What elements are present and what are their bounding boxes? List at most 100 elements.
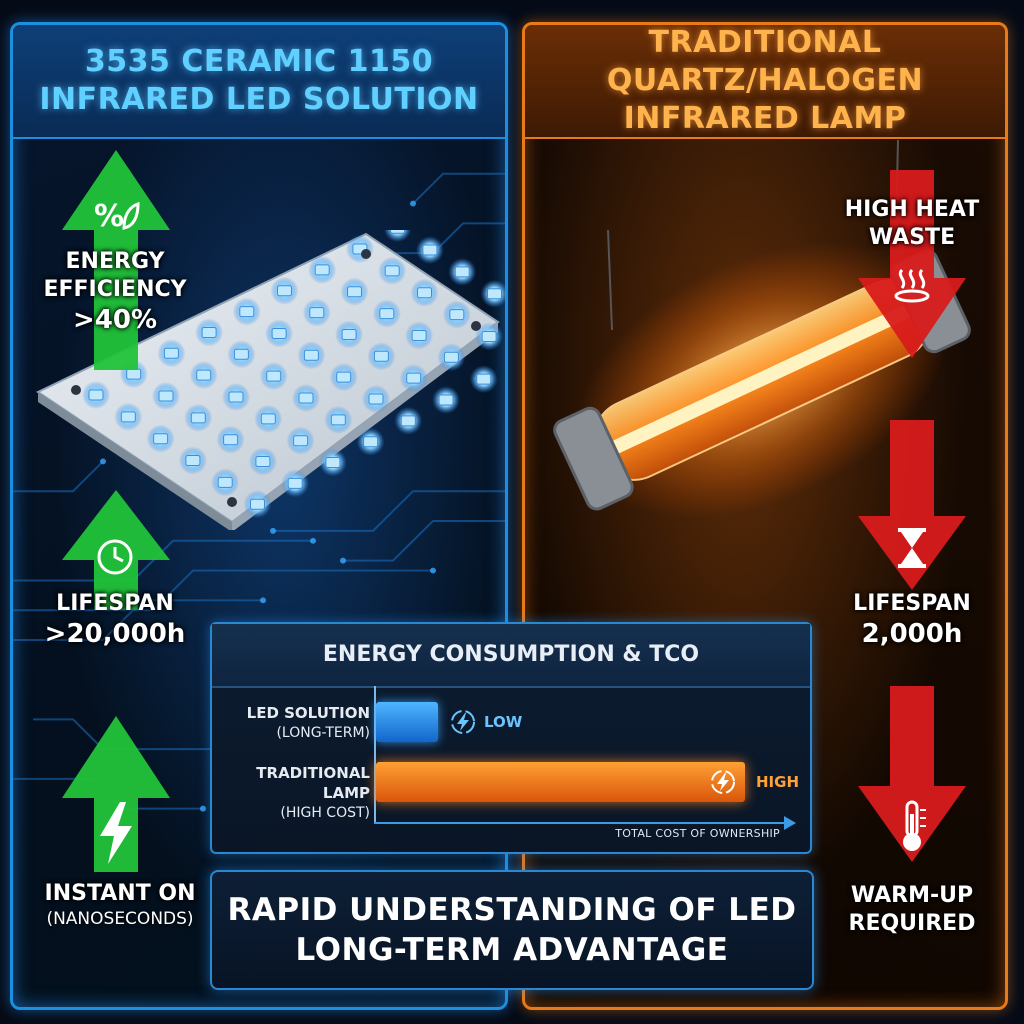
lamp-title-line1: TRADITIONAL QUARTZ/HALOGEN bbox=[606, 25, 924, 98]
led-chip bbox=[309, 307, 325, 319]
led-solution-header: 3535 CERAMIC 1150 INFRARED LED SOLUTION bbox=[13, 25, 505, 139]
heat-waves-icon bbox=[894, 268, 930, 303]
led-row-label: LED SOLUTION (LONG-TERM) bbox=[212, 704, 370, 743]
feature-sublabel: (NANOSECONDS) bbox=[46, 909, 194, 929]
led-lifespan-feature: LIFESPAN >20,000h bbox=[30, 590, 200, 650]
led-chip bbox=[266, 370, 282, 382]
led-chip bbox=[185, 455, 201, 467]
led-chip bbox=[260, 413, 276, 425]
lamp-lifespan-feature: LIFESPAN 2,000h bbox=[826, 590, 998, 650]
feature-label: WASTE bbox=[868, 225, 956, 250]
led-chip bbox=[190, 412, 206, 424]
led-chip bbox=[400, 415, 416, 427]
clock-icon bbox=[97, 539, 133, 575]
circuit-background bbox=[13, 172, 505, 812]
feature-label: HIGH HEAT bbox=[844, 197, 980, 222]
tco-chart-panel: ENERGY CONSUMPTION & TCO LED SOLUTION (L… bbox=[210, 622, 812, 854]
efficiency-up-arrow bbox=[62, 150, 170, 370]
led-chip bbox=[487, 288, 502, 300]
tco-y-axis bbox=[374, 686, 376, 822]
led-chip bbox=[417, 287, 432, 299]
led-chip bbox=[88, 389, 104, 401]
row-label-sub: (HIGH COST) bbox=[280, 805, 370, 821]
led-chip bbox=[476, 373, 492, 385]
led-title-line2: INFRARED LED SOLUTION bbox=[39, 82, 479, 117]
led-chip bbox=[153, 433, 169, 445]
low-energy-bolt-icon bbox=[451, 710, 475, 734]
led-chip bbox=[196, 369, 212, 381]
led-chip bbox=[379, 308, 395, 320]
conclusion-line1: RAPID UNDERSTANDING OF LED bbox=[227, 892, 797, 928]
led-chip bbox=[298, 392, 314, 404]
led-chip bbox=[373, 350, 389, 362]
energy-efficiency-feature: ENERGY EFFICIENCY >40% bbox=[30, 248, 200, 336]
warm-up-feature: WARM-UP REQUIRED bbox=[826, 882, 998, 938]
lightning-bolt-icon bbox=[100, 802, 132, 864]
led-chip bbox=[438, 394, 454, 406]
hourglass-icon bbox=[898, 528, 926, 568]
feature-label: ENERGY bbox=[65, 249, 165, 274]
lamp-title-line2: INFRARED LAMP bbox=[623, 101, 907, 136]
traditional-row-label: TRADITIONAL LAMP (HIGH COST) bbox=[212, 764, 370, 823]
led-chip bbox=[422, 244, 438, 256]
led-chip bbox=[277, 285, 292, 297]
led-chip bbox=[363, 436, 379, 448]
led-chip bbox=[368, 393, 384, 405]
led-chip bbox=[239, 306, 255, 318]
led-chip bbox=[411, 329, 427, 341]
feature-label: LIFESPAN bbox=[56, 591, 174, 616]
high-energy-bolt-icon bbox=[711, 770, 735, 794]
led-chip-glow bbox=[383, 230, 412, 243]
led-chip bbox=[158, 390, 174, 402]
led-chip bbox=[406, 372, 422, 384]
traditional-cost-bar bbox=[376, 762, 745, 802]
led-chip bbox=[217, 476, 233, 488]
feature-label: LIFESPAN bbox=[853, 591, 971, 616]
instant-on-feature: INSTANT ON (NANOSECONDS) bbox=[30, 880, 210, 930]
heat-waste-down-arrow bbox=[858, 170, 966, 358]
conclusion-banner: RAPID UNDERSTANDING OF LED LONG-TERM ADV… bbox=[210, 870, 814, 990]
led-chip bbox=[120, 411, 136, 423]
warm-up-down-arrow bbox=[858, 686, 966, 862]
feature-label: EFFICIENCY bbox=[43, 277, 187, 302]
led-chip bbox=[287, 477, 303, 489]
led-chip bbox=[390, 230, 406, 234]
led-chip bbox=[255, 456, 271, 468]
led-cost-bar bbox=[376, 702, 438, 742]
led-chip bbox=[454, 266, 470, 278]
led-board-illustration bbox=[36, 230, 506, 530]
led-chip bbox=[201, 326, 217, 338]
led-chip bbox=[293, 435, 309, 447]
led-title-line1: 3535 CERAMIC 1150 bbox=[84, 44, 434, 79]
led-chip bbox=[443, 351, 459, 363]
feature-value: >20,000h bbox=[44, 619, 186, 649]
led-level-label: LOW bbox=[484, 713, 523, 731]
feature-label: WARM-UP bbox=[850, 883, 974, 908]
led-chip bbox=[347, 286, 362, 298]
tco-x-axis-arrow bbox=[784, 816, 796, 830]
led-chip bbox=[163, 347, 179, 359]
tco-chart-title: ENERGY CONSUMPTION & TCO bbox=[212, 624, 810, 688]
instant-on-up-arrow bbox=[62, 716, 170, 872]
row-label-main: TRADITIONAL LAMP bbox=[256, 764, 370, 802]
row-label-main: LED SOLUTION bbox=[246, 704, 370, 722]
feature-label: REQUIRED bbox=[848, 911, 976, 936]
high-heat-waste-feature: HIGH HEAT WASTE bbox=[826, 196, 998, 252]
feature-label: INSTANT ON bbox=[44, 881, 196, 906]
feature-value: >40% bbox=[72, 305, 158, 335]
svg-text:%: % bbox=[94, 199, 124, 234]
halogen-lamp-illustration bbox=[553, 140, 971, 518]
led-chip bbox=[325, 457, 341, 469]
led-chip bbox=[250, 498, 265, 510]
lifespan-down-arrow bbox=[858, 420, 966, 590]
led-chip bbox=[223, 434, 239, 446]
led-chip bbox=[336, 371, 352, 383]
led-chip bbox=[449, 309, 465, 321]
led-chip bbox=[271, 327, 287, 339]
led-chip bbox=[341, 328, 357, 340]
feature-value: 2,000h bbox=[861, 619, 963, 649]
led-chip bbox=[303, 349, 319, 361]
led-chip bbox=[314, 264, 330, 276]
thermometer-icon bbox=[903, 800, 926, 851]
row-label-sub: (LONG-TERM) bbox=[276, 725, 370, 741]
